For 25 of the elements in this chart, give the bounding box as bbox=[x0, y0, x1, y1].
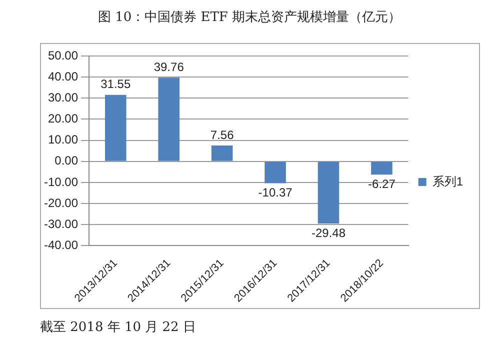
bar bbox=[211, 145, 233, 161]
data-label: -10.37 bbox=[258, 186, 293, 200]
legend-label: 系列1 bbox=[432, 174, 464, 188]
bar bbox=[104, 94, 126, 161]
data-label: 39.76 bbox=[154, 60, 184, 74]
data-label: -6.27 bbox=[368, 176, 396, 191]
y-tick-label: 0.00 bbox=[54, 154, 78, 168]
y-tick-label: 30.00 bbox=[48, 90, 78, 104]
y-tick-label: 10.00 bbox=[48, 132, 78, 147]
data-label: 31.55 bbox=[100, 77, 131, 92]
bar bbox=[158, 78, 180, 161]
y-tick-label: -20.00 bbox=[44, 196, 78, 210]
y-tick-label: 50.00 bbox=[48, 48, 78, 62]
y-tick-label: 40.00 bbox=[48, 69, 78, 84]
y-tick-label: -30.00 bbox=[44, 216, 78, 231]
data-label: -29.48 bbox=[311, 226, 346, 240]
chart-title: 图 10：中国债券 ETF 期末总资产规模增量（亿元） bbox=[96, 9, 402, 26]
bar bbox=[318, 162, 340, 224]
y-tick-label: 20.00 bbox=[48, 112, 78, 126]
text: 截至 2018 年 10 月 22 日 bbox=[40, 319, 196, 336]
y-tick-label: -40.00 bbox=[44, 238, 78, 252]
bar bbox=[371, 162, 392, 175]
y-tick-label: -10.00 bbox=[44, 174, 78, 189]
data-label: 7.56 bbox=[210, 128, 234, 142]
bar bbox=[264, 162, 286, 184]
